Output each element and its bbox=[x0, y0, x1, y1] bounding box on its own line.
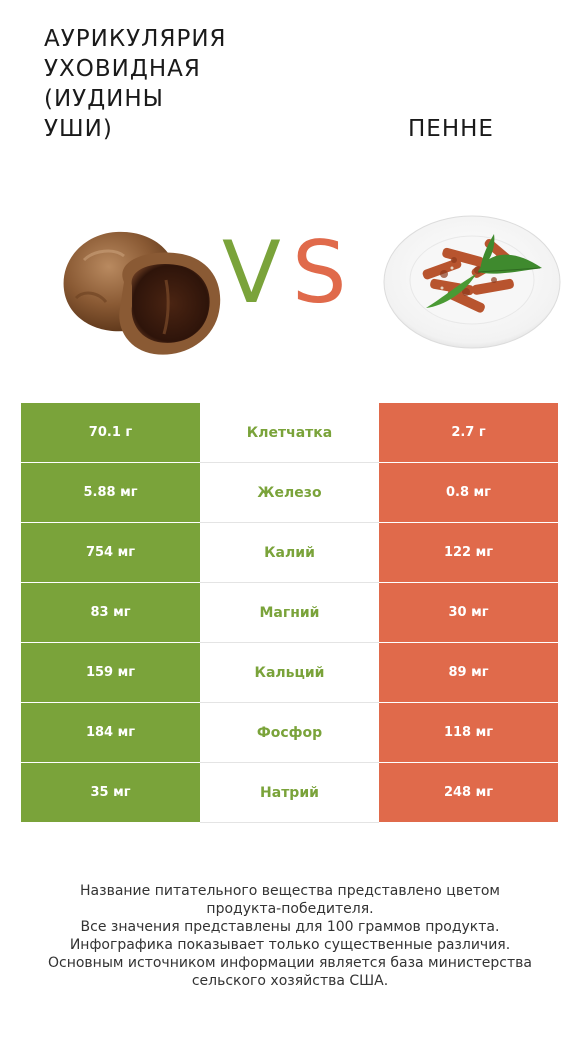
right-value-cell: 248 мг bbox=[379, 763, 558, 823]
wood-ear-mushroom-image bbox=[63, 231, 221, 355]
footer-line: Инфографика показывает только существенн… bbox=[69, 937, 511, 953]
nutrient-name-cell: Железо bbox=[200, 463, 379, 523]
nutrient-name-cell: Магний bbox=[200, 583, 379, 643]
nutrient-name-cell: Калий bbox=[200, 523, 379, 583]
table-row: 159 мг Кальций 89 мг bbox=[21, 643, 558, 703]
left-value-cell: 83 мг bbox=[21, 583, 200, 643]
table-row: 70.1 г Клетчатка 2.7 г bbox=[21, 403, 558, 463]
left-title-line-4: УШИ) bbox=[44, 116, 113, 142]
right-value-cell: 89 мг bbox=[379, 643, 558, 703]
right-value-cell: 30 мг bbox=[379, 583, 558, 643]
left-value-cell: 5.88 мг bbox=[21, 463, 200, 523]
footer-line: Все значения представлены для 100 граммо… bbox=[80, 919, 500, 935]
table-row: 754 мг Калий 122 мг bbox=[21, 523, 558, 583]
footer-line: Основным источником информации является … bbox=[48, 955, 532, 971]
right-value-cell: 2.7 г bbox=[379, 403, 558, 463]
vs-label: V S bbox=[222, 228, 352, 318]
left-title-line-3: (ИУДИНЫ bbox=[44, 86, 164, 112]
left-product-title: АУРИКУЛЯРИЯ УХОВИДНАЯ (ИУДИНЫ УШИ) bbox=[44, 24, 284, 144]
right-product-title: ПЕННЕ bbox=[408, 116, 494, 142]
footer-line: сельского хозяйства США. bbox=[191, 973, 389, 989]
right-value-cell: 122 мг bbox=[379, 523, 558, 583]
nutrient-name-cell: Фосфор bbox=[200, 703, 379, 763]
footer-line: Название питательного вещества представл… bbox=[80, 883, 500, 899]
footer-line: продукта-победителя. bbox=[206, 901, 374, 917]
left-value-cell: 159 мг bbox=[21, 643, 200, 703]
table-row: 35 мг Натрий 248 мг bbox=[21, 763, 558, 823]
left-title-line-2: УХОВИДНАЯ bbox=[44, 56, 201, 82]
nutrient-name-cell: Натрий bbox=[200, 763, 379, 823]
left-value-cell: 70.1 г bbox=[21, 403, 200, 463]
left-value-cell: 754 мг bbox=[21, 523, 200, 583]
left-value-cell: 35 мг bbox=[21, 763, 200, 823]
right-value-cell: 118 мг bbox=[379, 703, 558, 763]
nutrient-comparison-table: 70.1 г Клетчатка 2.7 г 5.88 мг Железо 0.… bbox=[21, 403, 558, 823]
nutrient-name-cell: Клетчатка bbox=[200, 403, 379, 463]
nutrient-name-cell: Кальций bbox=[200, 643, 379, 703]
left-title-line-1: АУРИКУЛЯРИЯ bbox=[44, 26, 227, 52]
table-row: 5.88 мг Железо 0.8 мг bbox=[21, 463, 558, 523]
left-value-cell: 184 мг bbox=[21, 703, 200, 763]
footer-notes: Название питательного вещества представл… bbox=[20, 882, 560, 990]
vs-letter-v: V bbox=[222, 223, 281, 323]
table-row: 83 мг Магний 30 мг bbox=[21, 583, 558, 643]
vs-letter-s: S bbox=[292, 223, 347, 323]
penne-pasta-image bbox=[383, 215, 561, 349]
right-value-cell: 0.8 мг bbox=[379, 463, 558, 523]
table-row: 184 мг Фосфор 118 мг bbox=[21, 703, 558, 763]
